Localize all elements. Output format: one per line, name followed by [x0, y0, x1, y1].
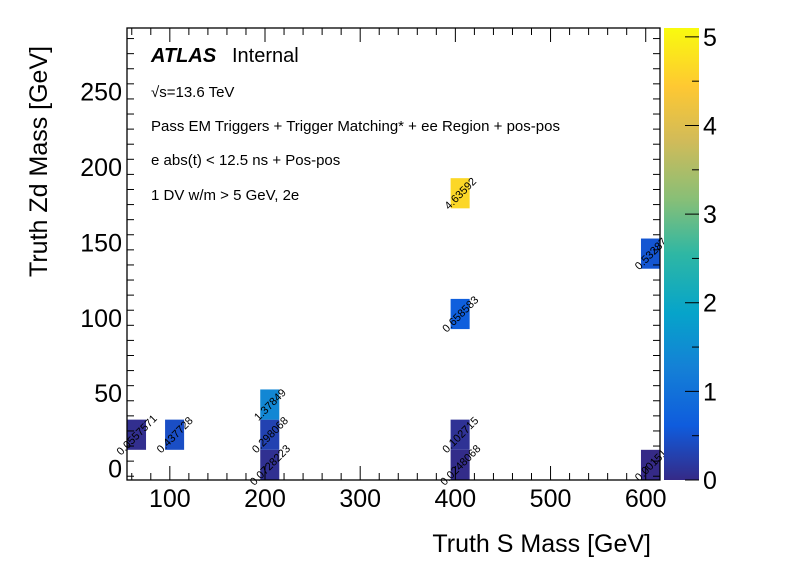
z-tick-label: 3: [703, 201, 717, 229]
heatmap-cell: [450, 419, 470, 450]
colorbar: [664, 28, 699, 480]
heatmap-cell: [450, 178, 470, 209]
heatmap-cell: [165, 419, 185, 450]
x-tick-label: 400: [435, 485, 477, 513]
colorbar-ticks: 0 1 2 3 4 5: [685, 24, 717, 495]
y-tick-label: 150: [80, 229, 122, 257]
x-axis-title: Truth S Mass [GeV]: [432, 530, 651, 558]
selection-line-2: e abs(t) < 12.5 ns + Pos-pos: [151, 152, 340, 169]
x-tick-label: 100: [149, 485, 191, 513]
cell-value-label: 0.0557571: [115, 413, 160, 458]
heatmap-cells: [127, 178, 660, 480]
z-tick-label: 5: [703, 24, 717, 52]
y-tick-label: 50: [94, 380, 122, 408]
plot-frame: [126, 27, 661, 481]
y-tick-label: 0: [108, 456, 122, 484]
heatmap-cell: [260, 389, 280, 420]
x-tick-label: 600: [625, 485, 667, 513]
y-tick-label: 100: [80, 305, 122, 333]
z-tick-label: 1: [703, 378, 717, 406]
y-tick-label: 250: [80, 78, 122, 106]
z-tick-label: 0: [703, 467, 717, 495]
heatmap-cell: [450, 298, 470, 330]
x-tick-label: 200: [244, 485, 286, 513]
y-tick-label: 200: [80, 154, 122, 182]
axis-ticks: 100 200 300 400 500 600 0 50 100 150 200 250: [80, 28, 667, 513]
x-tick-label: 300: [339, 485, 381, 513]
cell-labels: 0.05575710.4377280.07282230.2980681.3784…: [115, 176, 670, 489]
energy-label: √s=13.6 TeV: [151, 84, 234, 101]
heatmap-cell: [127, 419, 147, 450]
atlas-label: ATLAS: [150, 45, 217, 67]
selection-line-3: 1 DV w/m > 5 GeV, 2e: [151, 187, 299, 204]
x-tick-label: 500: [530, 485, 572, 513]
internal-label: Internal: [232, 45, 299, 67]
z-tick-label: 2: [703, 290, 717, 318]
selection-line-1: Pass EM Triggers + Trigger Matching* + e…: [151, 118, 560, 135]
y-axis-title: Truth Zd Mass [GeV]: [25, 46, 53, 277]
z-tick-label: 4: [703, 112, 717, 140]
heatmap-cell: [260, 419, 280, 450]
heatmap-cell: [640, 238, 660, 269]
